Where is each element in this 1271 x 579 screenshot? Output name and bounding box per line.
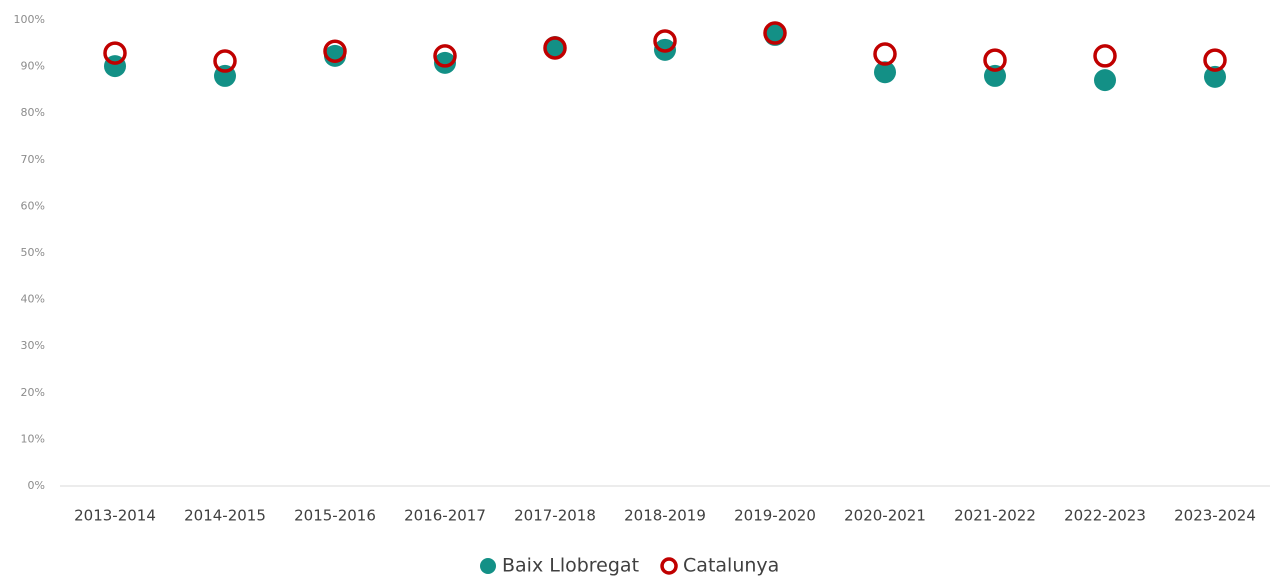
dot — [543, 36, 567, 60]
x-tick-label: 2017-2018 — [514, 507, 596, 525]
y-tick-label: 60% — [21, 199, 45, 212]
dot — [983, 48, 1007, 72]
dot — [1203, 48, 1227, 72]
y-tick-label: 90% — [21, 60, 45, 73]
dot — [1204, 65, 1226, 88]
y-tick-label: 80% — [21, 106, 45, 119]
y-tick-label: 40% — [21, 293, 45, 306]
x-tick-label: 2021-2022 — [954, 507, 1036, 525]
dot — [434, 51, 456, 74]
x-tick-label: 2019-2020 — [734, 507, 816, 525]
dot — [874, 61, 896, 84]
legend-label: Catalunya — [683, 555, 779, 577]
x-tick-label: 2023-2024 — [1174, 507, 1256, 525]
dot — [323, 39, 347, 63]
x-tick-label: 2015-2016 — [294, 507, 376, 525]
y-tick-label: 50% — [21, 246, 45, 259]
y-tick-label: 20% — [21, 386, 45, 399]
legend-marker — [660, 557, 678, 575]
x-tick-label: 2022-2023 — [1064, 507, 1146, 525]
dot — [873, 42, 897, 66]
legend-label: Baix Llobregat — [502, 555, 639, 577]
x-tick-label: 2020-2021 — [844, 507, 926, 525]
y-tick-label: 100% — [14, 13, 45, 26]
y-tick-label: 10% — [21, 432, 45, 445]
y-tick-label: 30% — [21, 339, 45, 352]
dot — [103, 41, 127, 65]
dot — [1093, 44, 1117, 68]
dot — [653, 29, 677, 53]
x-tick-label: 2014-2015 — [184, 507, 266, 525]
dot — [433, 44, 457, 68]
dot — [763, 21, 787, 45]
x-tick-label: 2018-2019 — [624, 507, 706, 525]
dot — [213, 49, 237, 73]
x-tick-label: 2013-2014 — [74, 507, 156, 525]
x-tick-label: 2016-2017 — [404, 507, 486, 525]
y-tick-label: 70% — [21, 153, 45, 166]
y-tick-label: 0% — [28, 479, 45, 492]
legend-marker — [480, 558, 496, 574]
dot — [1094, 69, 1116, 92]
